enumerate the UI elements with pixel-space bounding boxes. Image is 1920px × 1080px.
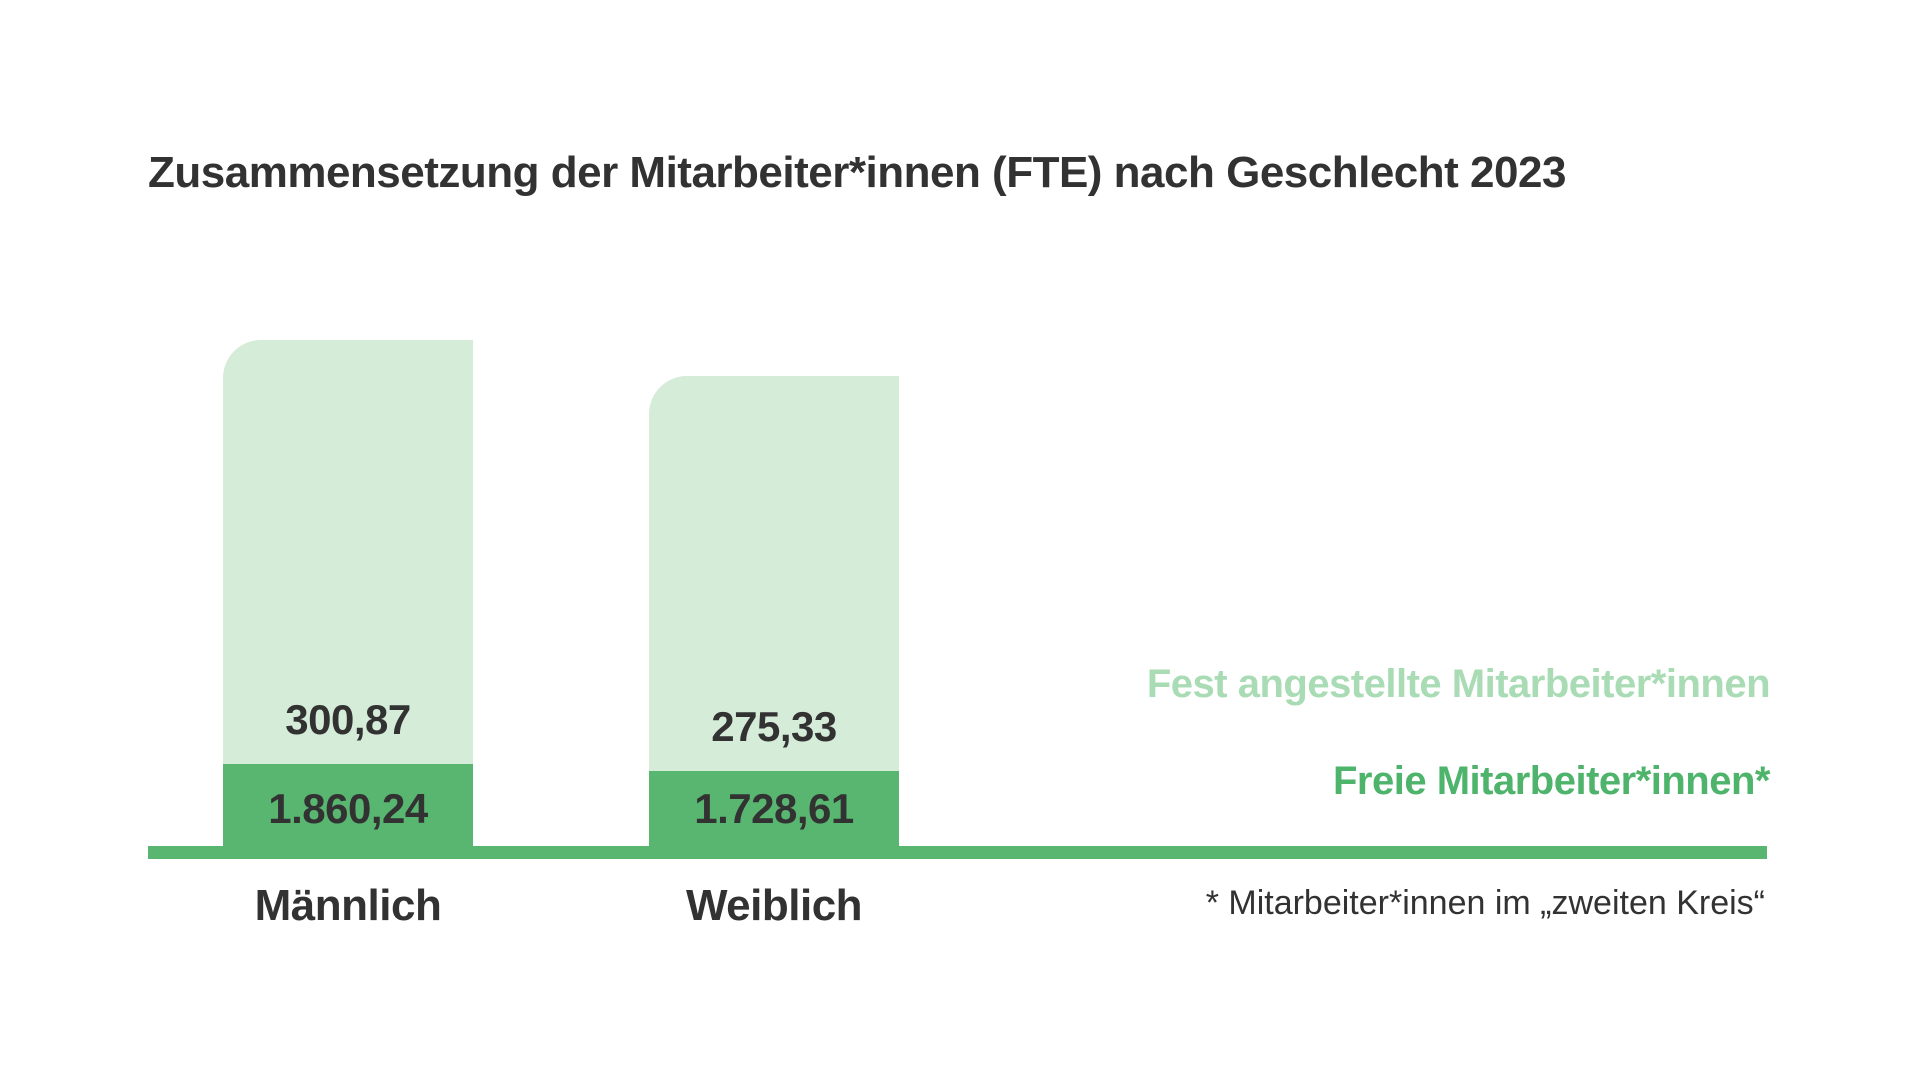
legend: Fest angestellte Mitarbeiter*innen Freie…: [1146, 662, 1771, 804]
total-value-label: 1.860,24: [268, 785, 428, 832]
bar-segment-freie: [223, 764, 473, 859]
freie-value-label: 275,33: [711, 703, 837, 750]
total-value-label: 1.728,61: [694, 785, 854, 832]
bar-maennlich: 300,87: [223, 340, 473, 859]
category-label-weiblich: Weiblich: [685, 881, 863, 930]
chart-footnote: * Mitarbeiter*innen im „zweiten Kreis“: [1205, 884, 1765, 922]
bar-segment-freie: [649, 771, 899, 859]
bar-weiblich: 275,33: [649, 376, 899, 859]
chart-title: Zusammensetzung der Mitarbeiter*innen (F…: [148, 148, 1566, 197]
category-label-maennlich: Männlich: [254, 881, 442, 930]
freie-value-label: 300,87: [285, 696, 411, 743]
x-axis-line: [148, 846, 1767, 859]
legend-item-freie-mitarbeiter: Freie Mitarbeiter*innen*: [1332, 759, 1771, 803]
legend-item-fest-angestellte: Fest angestellte Mitarbeiter*innen: [1146, 662, 1771, 706]
